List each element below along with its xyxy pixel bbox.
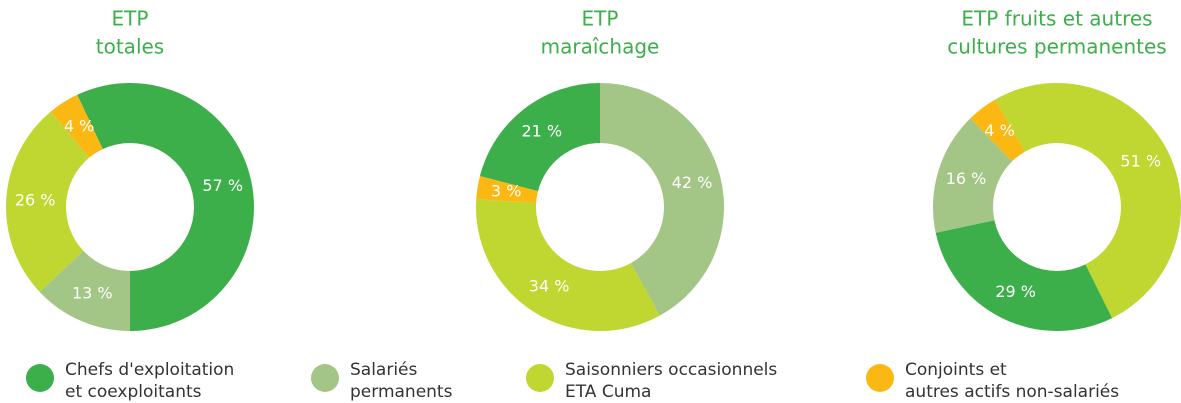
- chart-title: cultures permanentes: [947, 35, 1166, 59]
- legend-label: Conjoints et: [905, 360, 1007, 380]
- data-label: 3 %: [491, 182, 521, 201]
- legend-label: autres actifs non-salariés: [905, 382, 1119, 402]
- data-label: 13 %: [72, 284, 113, 303]
- data-label: 26 %: [15, 191, 56, 210]
- chart-title: ETP fruits et autres: [961, 7, 1152, 31]
- data-label: 16 %: [946, 169, 987, 188]
- data-label: 34 %: [529, 277, 570, 296]
- slice: [50, 94, 103, 158]
- slice: [933, 118, 1013, 233]
- slice: [476, 176, 539, 203]
- data-label: 4 %: [984, 121, 1014, 140]
- chart-title: ETP: [582, 7, 619, 31]
- data-label: 4 %: [64, 116, 94, 135]
- slice: [5, 111, 90, 292]
- data-label: 57 %: [202, 176, 243, 195]
- legend-label: Salariés: [350, 360, 418, 380]
- chart-title: maraîchage: [541, 35, 660, 59]
- legend-swatch: [311, 364, 339, 392]
- chart-title: totales: [96, 35, 164, 59]
- legend-label: et coexploitants: [65, 382, 202, 402]
- slice: [970, 99, 1025, 162]
- legend-label: ETA Cuma: [565, 382, 651, 402]
- slice: [39, 250, 130, 331]
- legend-swatch: [26, 364, 54, 392]
- slice: [600, 83, 724, 316]
- data-label: 51 %: [1120, 152, 1161, 171]
- slice: [77, 82, 255, 331]
- slice: [476, 199, 660, 331]
- slice: [935, 220, 1113, 331]
- data-label: 21 %: [521, 121, 562, 140]
- legend-label: permanents: [350, 382, 453, 402]
- data-label: 29 %: [995, 282, 1036, 301]
- legend-label: Saisonniers occasionnels: [565, 360, 777, 380]
- legend-label: Chefs d'exploitation: [65, 360, 234, 380]
- data-label: 42 %: [672, 173, 713, 192]
- chart-title: ETP: [112, 7, 149, 31]
- legend-swatch: [526, 364, 554, 392]
- legend-swatch: [866, 364, 894, 392]
- slice: [995, 82, 1181, 319]
- slice: [479, 83, 600, 192]
